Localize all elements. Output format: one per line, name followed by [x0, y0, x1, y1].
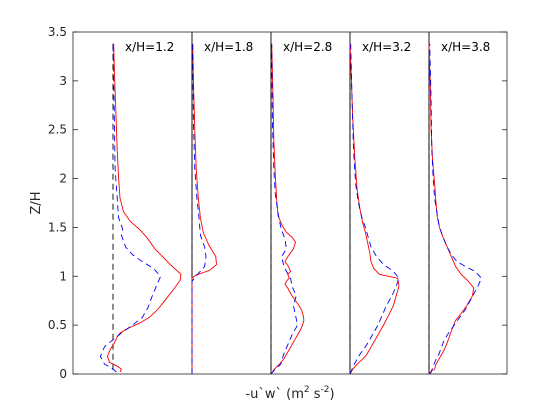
x-axis-label-sup1: 2: [304, 385, 310, 395]
y-axis: 0 0.5 1 1.5 2 2.5 3 3.5: [48, 25, 507, 381]
panel-1-blue-dashed-series: [99, 43, 162, 373]
x-axis-label-mid: s: [310, 387, 321, 402]
y-tick-label-7: 3.5: [48, 25, 67, 39]
panel-2: x/H=1.8: [191, 32, 253, 374]
panel-5-red-solid-series: [428, 43, 475, 375]
panel-2-red-solid-series: [191, 43, 217, 374]
panel-1: x/H=1.2: [99, 40, 182, 374]
panel-5-blue-dashed-series: [429, 43, 483, 375]
y-tick-label-1: 0.5: [48, 318, 67, 332]
panel-4-blue-dashed-series: [349, 43, 400, 375]
x-axis-label-main: -u`w` (m: [245, 387, 303, 402]
panel-3: x/H=2.8: [270, 32, 332, 375]
axes-box: [72, 31, 508, 375]
panel-3-blue-dashed-series: [270, 43, 299, 375]
y-tick-label-3: 1.5: [48, 220, 67, 234]
y-tick-label-0: 0: [59, 367, 67, 381]
panel-2-blue-dashed-series: [191, 43, 207, 374]
panel-1-red-solid-series: [106, 43, 182, 373]
y-tick-label-6: 3: [59, 74, 67, 88]
panel-label-5: x/H=3.8: [441, 40, 490, 54]
panel-3-red-solid-series: [270, 43, 305, 375]
panel-label-4: x/H=3.2: [362, 40, 411, 54]
y-tick-label-4: 2: [59, 172, 67, 186]
plot-area: x/H=1.2 x/H=1.8 x/H=2.8 x/H=3.2 x/H=3.8: [99, 32, 490, 375]
x-axis-label: -u`w` (m2 s-2): [245, 385, 334, 402]
x-axis-label-sup2: -2: [321, 385, 330, 395]
y-tick-label-2: 1: [59, 269, 67, 283]
panel-label-1: x/H=1.2: [125, 40, 174, 54]
x-axis-label-end: ): [329, 387, 334, 402]
panel-4-red-solid-series: [349, 43, 400, 375]
y-axis-label: Z/H: [29, 191, 44, 214]
panel-label-2: x/H=1.8: [204, 40, 253, 54]
panel-4: x/H=3.2: [349, 32, 411, 375]
y-tick-label-5: 2.5: [48, 123, 67, 137]
panel-5: x/H=3.8: [428, 32, 490, 375]
panel-label-3: x/H=2.8: [283, 40, 332, 54]
